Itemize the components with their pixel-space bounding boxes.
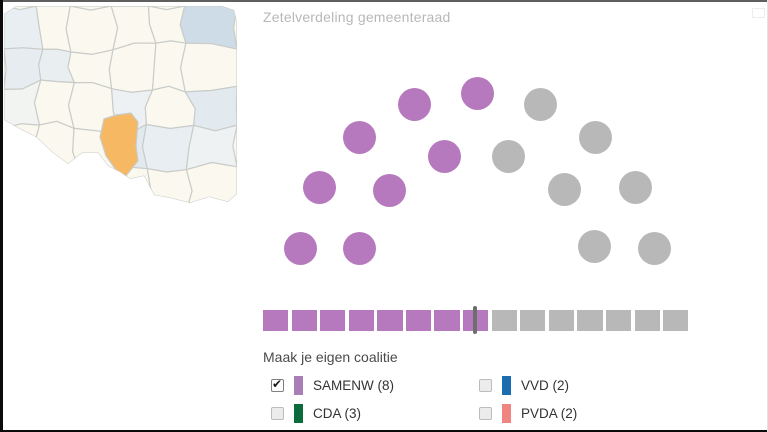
- seat-bar-square: [548, 310, 574, 331]
- municipality-shape: [108, 42, 157, 94]
- municipality-shape: [185, 161, 237, 203]
- municipality-shape: [4, 166, 45, 203]
- pvda-checkbox[interactable]: [479, 406, 492, 420]
- seat-bar-square: [348, 310, 374, 331]
- seat-bar-square: [434, 310, 460, 331]
- chart-title: Zetelverdeling gemeenteraad: [263, 9, 451, 25]
- pvda-color-swatch: [502, 403, 511, 423]
- municipality-shape: [146, 168, 193, 203]
- seat-bar-square: [634, 310, 660, 331]
- frame-edge-bottom: [0, 430, 768, 432]
- municipality-shape: [4, 123, 41, 173]
- seat: [372, 174, 406, 208]
- municipality-shape: [36, 167, 82, 203]
- highlighted-municipality[interactable]: [99, 112, 139, 178]
- seat: [492, 139, 526, 173]
- seat: [523, 87, 557, 121]
- seat-bar-square: [491, 310, 517, 331]
- seat-bar-square: [520, 310, 546, 331]
- coalition-heading: Maak je eigen coalitie: [263, 349, 398, 365]
- seat-bar-square: [663, 310, 689, 331]
- seat: [578, 120, 612, 154]
- cda-checkbox[interactable]: [271, 406, 284, 420]
- municipality-shape: [179, 6, 237, 50]
- cda-label: CDA (3): [313, 405, 362, 421]
- seat-bar-square: [291, 310, 317, 331]
- seat: [343, 120, 377, 154]
- seat-bar-square: [320, 310, 346, 331]
- municipality-shape: [141, 123, 195, 173]
- samenw-checkbox[interactable]: [271, 377, 284, 392]
- municipality-shape: [180, 42, 237, 93]
- municipality-shape: [112, 166, 152, 203]
- party-item-cda: CDA (3): [271, 403, 479, 423]
- corner-artifact: [752, 8, 765, 18]
- seat: [427, 140, 461, 174]
- samenw-color-swatch: [294, 375, 303, 395]
- frame-edge-top: [0, 0, 768, 2]
- party-item-vvd: VVD (2): [479, 375, 709, 395]
- seat-bar-square: [605, 310, 632, 331]
- seat: [578, 229, 612, 263]
- vvd-color-swatch: [502, 375, 511, 395]
- pvda-label: PVDA (2): [521, 405, 578, 421]
- seat: [638, 231, 672, 265]
- coalition-legend: SAMENW (8) VVD (2) CDA (3) PVDA (2): [271, 375, 709, 423]
- vvd-checkbox[interactable]: [479, 378, 492, 392]
- municipality-shape: [185, 124, 237, 171]
- majority-marker: [473, 306, 477, 334]
- frame-edge-left: [0, 0, 3, 432]
- seat: [343, 231, 377, 265]
- seat: [303, 170, 337, 204]
- seat: [547, 172, 581, 206]
- seat: [283, 231, 317, 265]
- seat-bar-square: [405, 310, 432, 331]
- map-outline: [4, 6, 237, 203]
- samenw-label: SAMENW (8): [313, 377, 394, 393]
- seat-bar-square: [577, 310, 603, 331]
- party-item-samenw: SAMENW (8): [271, 375, 479, 395]
- municipality-map[interactable]: [4, 6, 237, 212]
- seat: [618, 170, 652, 204]
- municipality-shape: [65, 6, 119, 56]
- seat-bar-square: [377, 310, 403, 331]
- municipality-shape: [184, 85, 237, 132]
- seat-bar-square: [263, 310, 289, 331]
- municipality-shape: [73, 169, 120, 203]
- cda-color-swatch: [294, 403, 303, 423]
- seat: [461, 76, 494, 110]
- vvd-label: VVD (2): [521, 377, 570, 393]
- party-item-pvda: PVDA (2): [479, 403, 709, 423]
- seat-bar: [263, 310, 689, 331]
- seat: [398, 87, 432, 121]
